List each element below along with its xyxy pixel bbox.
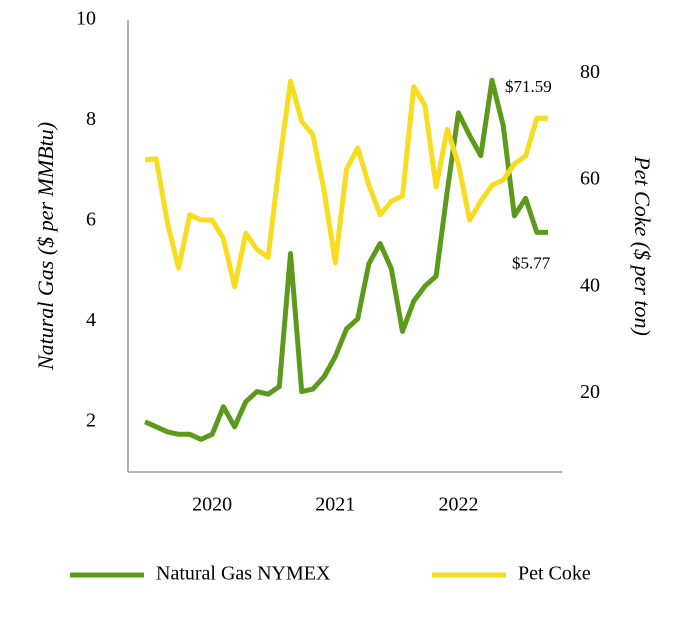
legend-label: Pet Coke: [518, 563, 591, 585]
x-tick-label: 2022: [438, 494, 478, 516]
y2-tick-label: 60: [580, 168, 600, 190]
y2-axis-title: Pet Coke ($ per ton): [630, 155, 655, 336]
y-tick-label: 4: [86, 309, 96, 331]
data-label: $71.59: [505, 77, 552, 96]
y2-tick-label: 40: [580, 274, 600, 296]
y-axis-title: Natural Gas ($ per MMBtu): [33, 122, 58, 371]
y-tick-label: 2: [86, 409, 96, 431]
legend-label: Natural Gas NYMEX: [156, 563, 331, 585]
data-label: $5.77: [512, 253, 551, 272]
x-tick-label: 2021: [315, 494, 355, 516]
y-tick-label: 8: [86, 108, 96, 130]
y-tick-label: 10: [76, 8, 96, 30]
y2-tick-label: 20: [580, 381, 600, 403]
series-line: [143, 77, 548, 442]
y2-tick-label: 80: [580, 61, 600, 83]
x-tick-label: 2020: [192, 494, 232, 516]
series-line: [144, 78, 548, 290]
y-tick-label: 6: [86, 208, 96, 230]
